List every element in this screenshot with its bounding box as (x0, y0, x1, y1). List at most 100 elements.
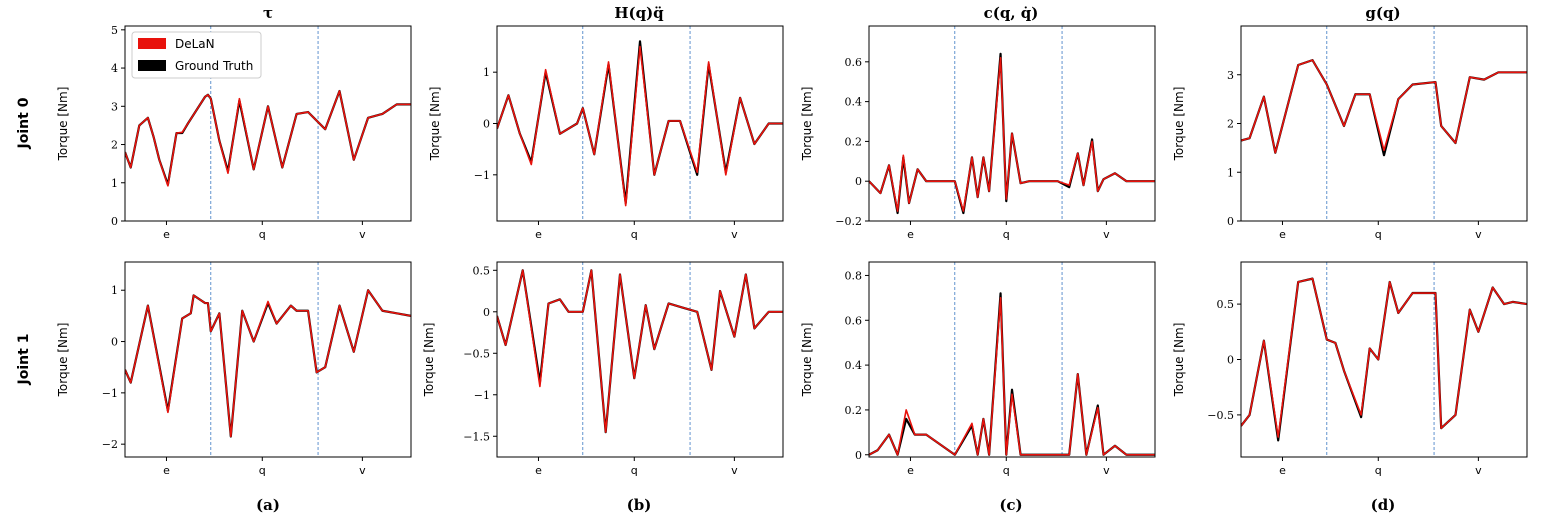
y-tick-label: 3 (1227, 69, 1234, 82)
y-tick-label: 0.6 (845, 314, 863, 327)
panel-label-a: (a) (256, 496, 280, 514)
ground-truth-series-line (1241, 59, 1527, 157)
x-tick-label-e: e (1279, 228, 1286, 241)
y-tick-label: 0.5 (473, 264, 491, 277)
x-tick-label-q: q (1375, 228, 1382, 241)
x-tick-label-v: v (1103, 464, 1110, 477)
subplot-1-3: Torque [Nm] −0.5 0 0.5 e q v (1172, 261, 1528, 477)
y-tick-label: 0.5 (1217, 298, 1235, 311)
y-tick-label: −0.2 (835, 215, 862, 228)
x-tick-label-e: e (907, 464, 914, 477)
legend-swatch-ground-truth (138, 60, 166, 71)
subplot-1-2: Torque [Nm] 0 0.2 0.4 0.6 0.8 e q v (800, 261, 1156, 477)
y-tick-label: 0.4 (845, 96, 863, 109)
y-axis-label: Torque [Nm] (800, 323, 814, 398)
y-tick-label: 1 (111, 284, 118, 297)
legend-label-delan: DeLaN (175, 37, 215, 51)
x-tick-label-v: v (1475, 228, 1482, 241)
y-tick-label: 0 (855, 449, 862, 462)
delan-series-line (497, 269, 783, 433)
plot-frame (1240, 25, 1528, 222)
y-tick-label: 1 (1227, 166, 1234, 179)
y-tick-label: 0 (1227, 215, 1234, 228)
y-tick-label: −1.5 (463, 430, 490, 443)
x-tick-label-q: q (1003, 464, 1010, 477)
plot-frame (1240, 261, 1528, 458)
delan-series-line (497, 45, 783, 207)
legend-swatch-delan (138, 38, 166, 49)
y-tick-label: 0 (111, 215, 118, 228)
x-tick-label-q: q (259, 464, 266, 477)
column-title-gravity-torque: g(q) (1365, 4, 1400, 22)
plot-frame (124, 25, 412, 222)
y-axis-label: Torque [Nm] (56, 323, 70, 398)
ground-truth-series-line (125, 89, 411, 186)
y-axis-label: Torque [Nm] (1172, 323, 1186, 398)
y-axis-label: Torque [Nm] (56, 87, 70, 162)
subplot-1-1: Torque [Nm] −1.5 −1 −0.5 0 0.5 e q v (422, 261, 784, 477)
panel-label-d: (d) (1371, 496, 1396, 514)
x-tick-label-e: e (163, 464, 170, 477)
y-tick-label: 3 (111, 100, 118, 113)
delan-series-line (869, 57, 1155, 212)
subplot-0-1: Torque [Nm] −1 0 1 e q v (428, 25, 784, 241)
column-title-coriolis-torque: c(q, q̇) (984, 4, 1039, 22)
delan-series-line (869, 297, 1155, 456)
x-tick-label-v: v (1103, 228, 1110, 241)
y-tick-label: 0.8 (845, 269, 863, 282)
y-axis-label: Torque [Nm] (800, 87, 814, 162)
x-tick-label-q: q (631, 228, 638, 241)
plot-frame (868, 25, 1156, 222)
y-tick-label: 1 (111, 177, 118, 190)
x-tick-label-e: e (535, 464, 542, 477)
y-tick-label: 2 (1227, 118, 1234, 131)
y-tick-label: 0.2 (845, 135, 863, 148)
y-tick-label: 5 (111, 24, 118, 37)
subplot-1-0: Torque [Nm] −2 −1 0 1 e q v (56, 261, 412, 477)
x-tick-label-v: v (359, 228, 366, 241)
subplot-0-2: Torque [Nm] −0.2 0 0.2 0.4 0.6 e q v (800, 25, 1156, 241)
x-tick-label-v: v (731, 228, 738, 241)
panel-label-c: (c) (999, 496, 1022, 514)
ground-truth-series-line (869, 292, 1155, 456)
y-tick-label: 0.2 (845, 404, 863, 417)
delan-series-line (125, 90, 411, 187)
y-axis-label: Torque [Nm] (1172, 87, 1186, 162)
plot-frame (868, 261, 1156, 458)
y-tick-label: 0 (483, 306, 490, 319)
plot-frame (496, 25, 784, 222)
x-tick-label-q: q (1375, 464, 1382, 477)
plot-frame (496, 261, 784, 458)
x-tick-label-q: q (1003, 228, 1010, 241)
y-tick-label: −2 (102, 438, 118, 451)
subplot-0-3: Torque [Nm] 0 1 2 3 e q v (1172, 25, 1528, 241)
y-tick-label: −1 (474, 389, 490, 402)
x-tick-label-e: e (535, 228, 542, 241)
y-tick-label: 0 (1227, 354, 1234, 367)
ground-truth-series-line (125, 289, 411, 438)
y-axis-label: Torque [Nm] (422, 323, 436, 398)
column-title-tau: τ (263, 4, 273, 22)
y-tick-label: −0.5 (463, 347, 490, 360)
delan-series-line (1241, 59, 1527, 154)
x-tick-label-q: q (259, 228, 266, 241)
x-tick-label-v: v (731, 464, 738, 477)
delan-series-line (1241, 277, 1527, 438)
y-tick-label: 0.4 (845, 359, 863, 372)
row-label-joint-0: Joint 0 (16, 97, 32, 149)
ground-truth-series-line (497, 269, 783, 434)
x-tick-label-v: v (1475, 464, 1482, 477)
y-tick-label: −0.5 (1207, 409, 1234, 422)
y-tick-label: 0 (855, 175, 862, 188)
panel-label-b: (b) (627, 496, 652, 514)
column-title-inertial-torque: H(q)q̈ (614, 4, 664, 22)
y-tick-label: 2 (111, 139, 118, 152)
x-tick-label-q: q (631, 464, 638, 477)
ground-truth-series-line (1241, 277, 1527, 442)
x-tick-label-e: e (163, 228, 170, 241)
y-tick-label: 0.6 (845, 56, 863, 69)
x-tick-label-e: e (907, 228, 914, 241)
plot-frame (124, 261, 412, 458)
y-tick-label: 1 (483, 66, 490, 79)
